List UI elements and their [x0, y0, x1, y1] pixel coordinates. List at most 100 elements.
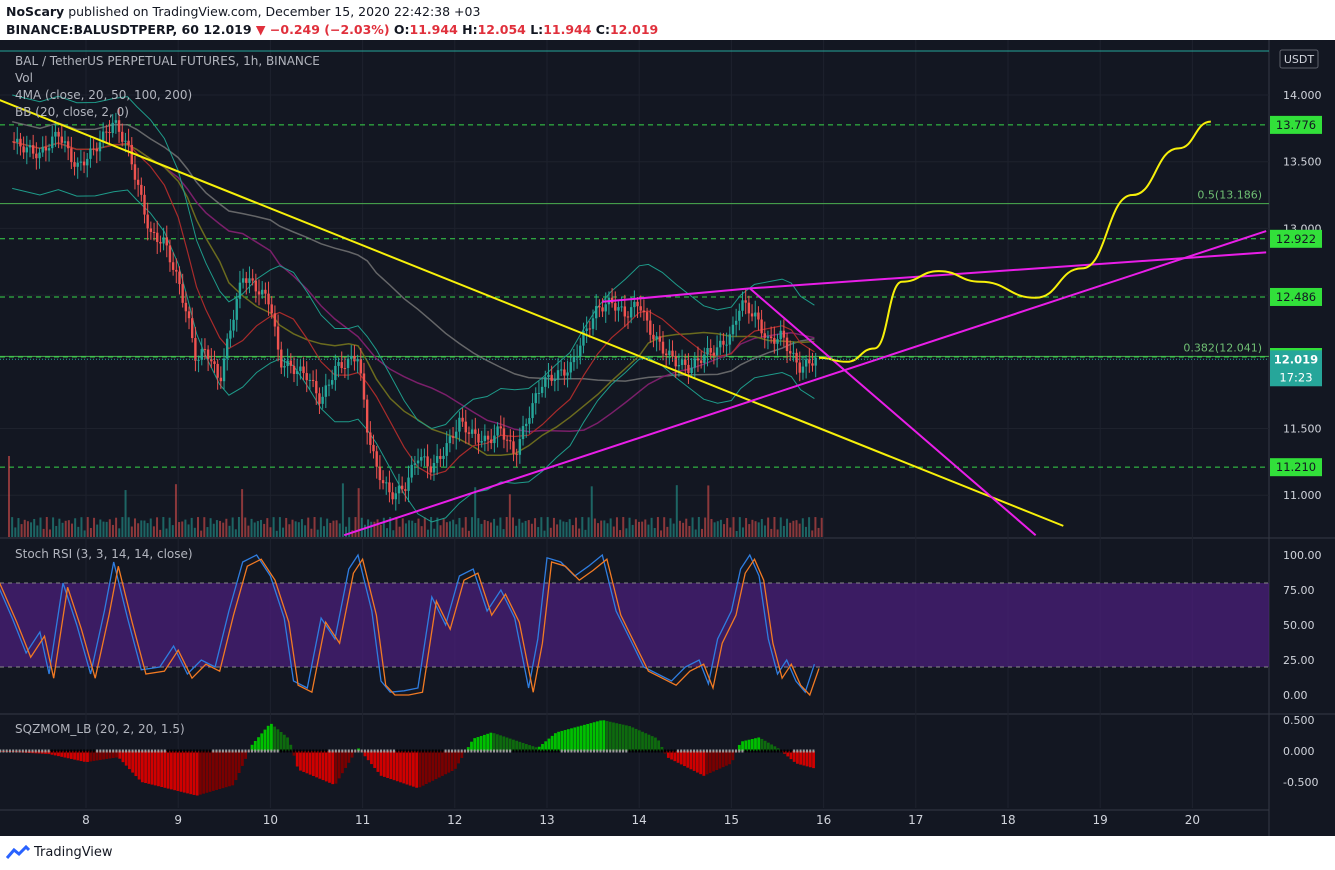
sqz-bar — [447, 751, 451, 773]
sqz-bar — [521, 742, 525, 751]
volume-bar — [329, 522, 332, 537]
sqz-zero-dot — [760, 749, 763, 753]
volume-bar — [206, 527, 209, 537]
sqz-zero-dot — [593, 749, 596, 753]
sqz-bar — [234, 751, 238, 781]
candle-body — [248, 278, 251, 283]
volume-bar — [461, 527, 464, 537]
sqz-zero-dot — [667, 749, 670, 753]
sqz-bar — [479, 735, 483, 751]
sqz-bar — [157, 751, 160, 787]
volume-bar — [178, 522, 181, 537]
candle-body — [534, 393, 537, 404]
legend-bb: BB (20, close, 2, 0) — [15, 105, 129, 119]
sqz-zero-dot — [728, 749, 731, 753]
sqz-zero-dot — [686, 749, 689, 753]
candle-body — [782, 330, 786, 338]
sqz-zero-dot — [541, 749, 544, 753]
chart-background — [0, 40, 1335, 836]
sqz-bar — [118, 751, 122, 759]
sqz-zero-dot — [292, 749, 295, 753]
volume-bar — [776, 529, 779, 537]
volume-bar — [291, 519, 294, 537]
sqz-zero-dot — [605, 749, 608, 753]
volume-bar — [39, 517, 42, 537]
sqz-bar — [773, 746, 777, 751]
sqz-bar — [402, 751, 406, 784]
candle-body — [563, 369, 566, 376]
sqz-zero-dot — [651, 749, 654, 753]
candle-body — [808, 359, 811, 364]
sqz-bar — [134, 751, 138, 777]
sqz-bar — [518, 741, 522, 751]
x-tick-label: 13 — [539, 813, 554, 827]
sqz-zero-dot — [205, 749, 208, 753]
sqz-bar — [566, 729, 570, 751]
volume-bar — [102, 521, 105, 537]
candle-body — [38, 152, 41, 159]
sqz-zero-dot — [60, 749, 63, 753]
sqz-zero-dot — [531, 749, 534, 753]
sqz-bar — [231, 751, 235, 786]
volume-bar — [615, 517, 618, 537]
candle-body — [171, 262, 175, 270]
volume-bar — [83, 530, 86, 537]
volume-bar — [741, 527, 744, 537]
sqz-zero-dot — [199, 749, 202, 753]
candle-body — [25, 147, 29, 153]
candle-body — [804, 359, 808, 367]
volume-bar — [619, 530, 622, 537]
candle-body — [187, 311, 191, 319]
candle-body — [715, 347, 719, 356]
author: NoScary — [6, 4, 65, 19]
candle-body — [550, 374, 553, 382]
sqz-bar — [195, 751, 199, 796]
volume-bar — [244, 517, 247, 537]
sqz-zero-dot — [567, 749, 570, 753]
last-price-header: 12.019 — [203, 22, 252, 37]
sqz-bar — [450, 751, 454, 771]
candle-body — [661, 341, 665, 354]
sqz-bar — [615, 723, 619, 751]
sqz-zero-dot — [128, 749, 131, 753]
volume-bar — [562, 521, 565, 537]
chart-canvas[interactable]: 8 9 10 11 12 13 14 15 16 17 18 19 2014.00013.50013.0… — [0, 40, 1335, 836]
volume-bar — [222, 522, 225, 537]
sqz-zero-dot — [589, 749, 592, 753]
volume-bar — [811, 530, 814, 537]
sqz-zero-dot — [680, 749, 683, 753]
volume-bar — [395, 517, 398, 537]
open-value: 11.944 — [409, 22, 458, 37]
sqz-bar — [747, 739, 751, 751]
volume-bar — [745, 518, 748, 537]
candle-body — [143, 194, 146, 215]
sqz-bar — [608, 721, 612, 751]
volume-bar — [556, 524, 559, 537]
sqz-bar — [302, 751, 306, 772]
volume-bar — [467, 530, 470, 537]
candle-body — [455, 431, 458, 438]
sqz-zero-dot — [773, 749, 776, 753]
sqz-bar — [789, 751, 793, 760]
low-value: 11.944 — [543, 22, 592, 37]
candle-body — [267, 293, 270, 305]
volume-bar — [704, 517, 707, 537]
volume-bar — [335, 520, 338, 537]
candle-body — [299, 366, 302, 372]
volume-bar — [111, 524, 114, 537]
sqz-zero-dot — [693, 749, 696, 753]
sqz-zero-dot — [54, 749, 57, 753]
sqz-zero-dot — [631, 749, 634, 753]
sqz-bar — [621, 724, 625, 751]
sqz-zero-dot — [86, 749, 89, 753]
sqz-bar — [115, 751, 118, 758]
volume-bar — [256, 521, 259, 537]
sqz-bar — [683, 751, 686, 767]
volume-bar — [515, 525, 518, 537]
sqz-zero-dot — [544, 749, 547, 753]
volume-bar — [571, 525, 574, 537]
candle-body — [566, 372, 569, 376]
candle-body — [779, 330, 782, 340]
sqz-histogram — [0, 720, 815, 796]
volume-bar — [354, 517, 357, 537]
